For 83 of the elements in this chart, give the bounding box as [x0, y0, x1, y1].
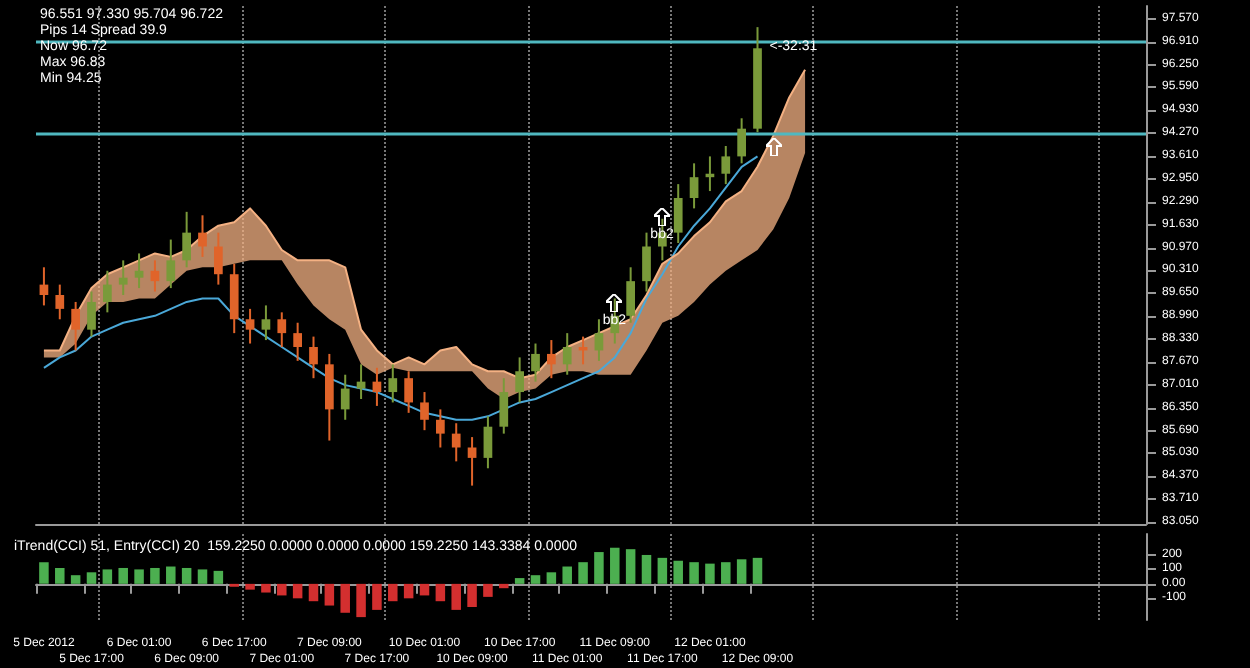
bar	[70, 575, 81, 584]
candlestick	[642, 231, 651, 293]
candlestick	[166, 238, 176, 290]
bar	[197, 569, 208, 584]
candlestick	[214, 231, 223, 286]
candlestick	[737, 117, 746, 165]
bar	[435, 583, 446, 602]
candlestick	[356, 363, 366, 400]
bar	[356, 583, 366, 618]
candlestick	[229, 262, 239, 335]
candlestick	[673, 183, 683, 245]
candlestick	[325, 352, 334, 442]
bar	[134, 569, 144, 584]
bar	[451, 583, 461, 610]
bar	[292, 583, 303, 599]
candlestick	[87, 290, 96, 338]
bar	[55, 567, 65, 584]
candlestick	[103, 269, 112, 314]
bar	[403, 583, 414, 599]
bar	[736, 559, 747, 584]
bar	[261, 583, 271, 593]
candlestick	[404, 370, 413, 414]
bar	[752, 557, 763, 584]
bar	[514, 578, 525, 584]
bar	[546, 572, 557, 584]
bar	[673, 560, 683, 584]
bar	[102, 569, 113, 584]
bar	[118, 567, 128, 584]
bar	[499, 583, 509, 589]
candlestick	[515, 356, 524, 404]
candlestick	[483, 415, 493, 470]
candlestick	[388, 363, 398, 404]
bar	[388, 583, 398, 602]
bar	[277, 583, 287, 596]
candlestick	[547, 339, 556, 380]
candlestick	[467, 436, 477, 487]
candlestick	[134, 252, 144, 290]
candlestick	[594, 318, 604, 362]
candlestick	[182, 210, 191, 269]
candlestick	[55, 283, 65, 321]
candlestick	[118, 259, 128, 297]
bar	[641, 554, 652, 584]
candlestick	[451, 422, 461, 463]
candlestick	[420, 391, 429, 432]
candlestick	[277, 311, 287, 348]
candlestick	[198, 214, 207, 258]
candlestick	[71, 300, 80, 352]
bar	[39, 562, 49, 584]
candlestick	[689, 162, 699, 210]
bar	[625, 549, 636, 584]
candlestick	[340, 373, 350, 421]
candlestick	[436, 408, 445, 449]
bar	[594, 552, 604, 584]
bar	[340, 583, 350, 613]
bar	[213, 570, 224, 584]
bar	[181, 567, 192, 584]
candlestick	[293, 321, 302, 362]
bar	[166, 566, 176, 584]
bar	[372, 583, 382, 610]
candlestick	[499, 377, 509, 435]
candlestick	[626, 266, 635, 324]
bar	[245, 583, 255, 590]
bar	[324, 583, 335, 606]
bar	[689, 562, 699, 584]
candlestick	[261, 304, 271, 342]
bar	[610, 547, 620, 584]
candlestick	[721, 145, 731, 186]
bar	[721, 562, 731, 584]
bar	[467, 583, 477, 607]
bar	[86, 572, 97, 584]
bar	[562, 566, 572, 584]
bar	[705, 563, 715, 584]
candlestick	[309, 335, 318, 380]
bar	[657, 557, 668, 584]
bar	[530, 575, 541, 584]
bar	[419, 583, 430, 596]
candlestick	[245, 307, 255, 345]
candlestick	[562, 332, 572, 376]
bar	[150, 567, 160, 584]
candlestick	[531, 342, 540, 383]
bar	[308, 583, 319, 602]
bar	[578, 562, 588, 584]
bar	[483, 583, 493, 597]
